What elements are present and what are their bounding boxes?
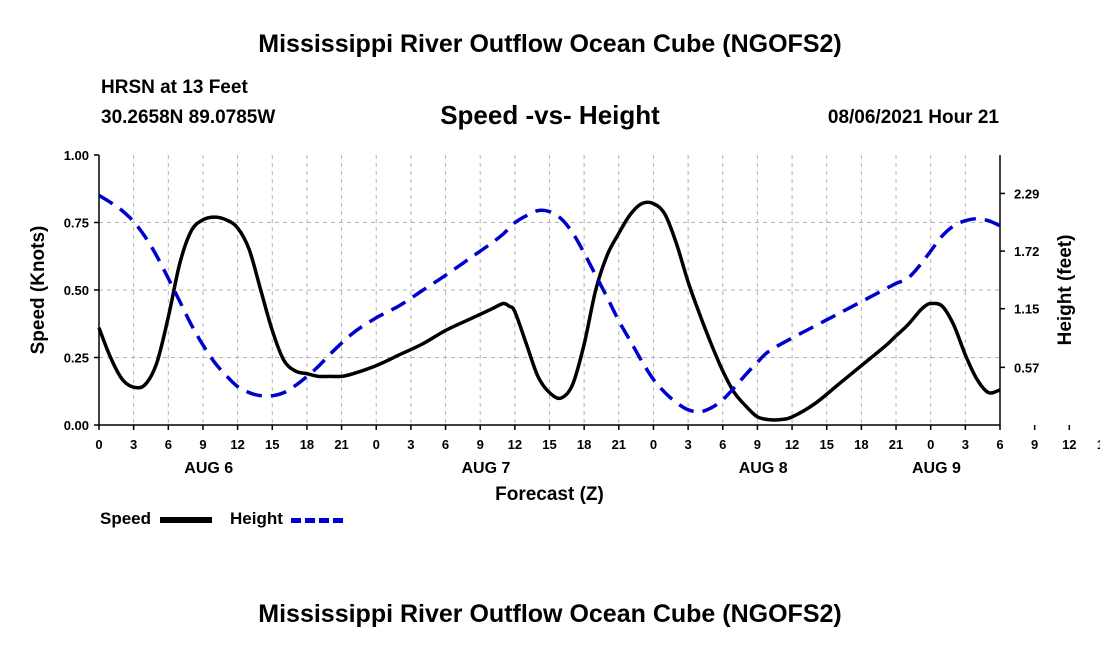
- x-tick-label: 9: [1031, 437, 1038, 452]
- date-label: AUG 9: [912, 460, 961, 477]
- left-tick-label: 0.50: [64, 283, 89, 298]
- x-tick-label: 15: [1097, 437, 1100, 452]
- x-tick-label: 9: [477, 437, 484, 452]
- right-axis-title: Height (feet): [1055, 235, 1076, 346]
- x-tick-label: 21: [334, 437, 348, 452]
- x-tick-label: 0: [927, 437, 934, 452]
- x-tick-label: 15: [819, 437, 833, 452]
- x-tick-label: 6: [165, 437, 172, 452]
- x-tick-label: 0: [373, 437, 380, 452]
- right-tick-label: 1.15: [1014, 302, 1039, 317]
- x-tick-label: 21: [889, 437, 903, 452]
- speed-series-line: [97, 200, 1001, 422]
- right-tick-label: 2.29: [1014, 186, 1039, 201]
- right-tick-label: 1.72: [1014, 244, 1039, 259]
- legend-speed-swatch: [160, 517, 212, 523]
- date-label: AUG 7: [462, 460, 511, 477]
- x-tick-label: 12: [1062, 437, 1076, 452]
- left-tick-label: 0.75: [64, 216, 89, 231]
- chart-title-bottom: Mississippi River Outflow Ocean Cube (NG…: [258, 600, 842, 628]
- x-tick-label: 18: [577, 437, 591, 452]
- x-tick-label: 12: [785, 437, 799, 452]
- right-tick-label: 0.57: [1014, 360, 1039, 375]
- x-tick-label: 3: [130, 437, 137, 452]
- x-tick-label: 6: [442, 437, 449, 452]
- x-tick-label: 3: [407, 437, 414, 452]
- legend-speed-label: Speed: [100, 509, 152, 528]
- chart-title-top: Mississippi River Outflow Ocean Cube (NG…: [258, 30, 842, 58]
- forecast-datetime: 08/06/2021 Hour 21: [827, 107, 999, 128]
- x-tick-label: 9: [199, 437, 206, 452]
- x-tick-label: 12: [508, 437, 522, 452]
- x-tick-label: 3: [962, 437, 969, 452]
- left-tick-label: 0.25: [64, 351, 89, 366]
- legend-height-label: Height: [230, 509, 283, 528]
- x-tick-label: 0: [95, 437, 102, 452]
- x-tick-label: 21: [612, 437, 626, 452]
- legend-height-swatch: [291, 518, 343, 523]
- date-label: AUG 6: [184, 460, 233, 477]
- x-tick-label: 12: [230, 437, 244, 452]
- left-axis-title: Speed (Knots): [28, 226, 49, 355]
- height-series-line: [98, 193, 1001, 414]
- x-tick-label: 0: [650, 437, 657, 452]
- x-tick-label: 6: [996, 437, 1003, 452]
- station-coordinates: 30.2658N 89.0785W: [101, 107, 276, 128]
- x-tick-label: 18: [854, 437, 868, 452]
- x-tick-label: 9: [754, 437, 761, 452]
- left-tick-label: 1.00: [64, 148, 89, 163]
- station-label: HRSN at 13 Feet: [101, 77, 248, 98]
- x-tick-label: 3: [684, 437, 691, 452]
- chart-subtitle: Speed -vs- Height: [440, 100, 660, 130]
- x-tick-label: 6: [719, 437, 726, 452]
- x-axis-title: Forecast (Z): [495, 484, 604, 505]
- date-label: AUG 8: [739, 460, 788, 477]
- left-tick-label: 0.00: [64, 418, 89, 433]
- x-tick-label: 15: [265, 437, 279, 452]
- x-tick-label: 15: [542, 437, 556, 452]
- x-tick-label: 18: [300, 437, 314, 452]
